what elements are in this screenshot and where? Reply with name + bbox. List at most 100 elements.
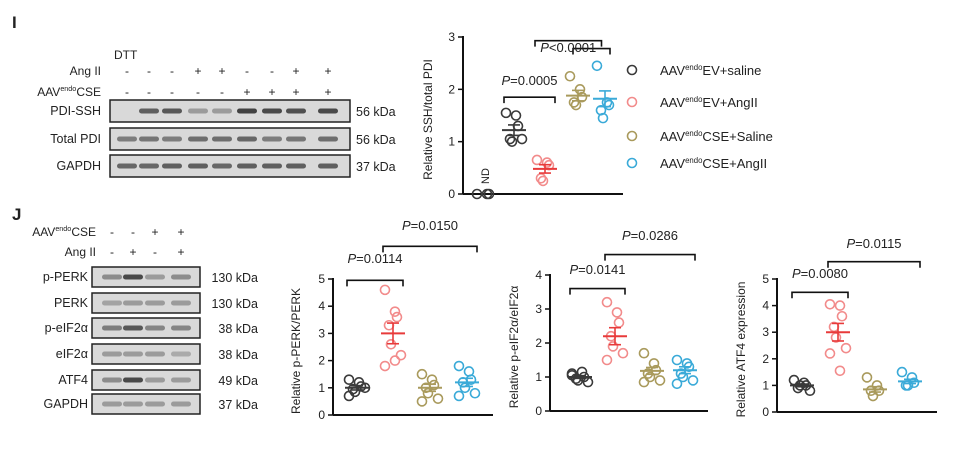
blot-band: [102, 300, 122, 306]
blot-band: [123, 274, 143, 280]
legend-label: AAVendoEV+AngII: [660, 95, 758, 110]
data-point: [426, 374, 438, 385]
blot-band: [171, 274, 191, 280]
p-value-annotation: P=0.0150: [402, 218, 458, 233]
blot-band: [212, 108, 232, 114]
blot-band: [188, 163, 208, 169]
y-tick-label: 4: [762, 299, 769, 313]
label-superscript: endo: [685, 156, 703, 165]
blot-band: [162, 163, 182, 169]
p-value-annotation: P<0.0001: [540, 40, 596, 55]
molecular-weight-label: 130 kDa: [211, 271, 258, 285]
blot-band: [139, 163, 159, 169]
data-point: [432, 393, 444, 404]
data-point: [644, 371, 656, 383]
blot-band: [171, 401, 191, 407]
p-symbol: P: [792, 266, 801, 281]
blot-band: [286, 163, 306, 169]
label-superscript: endo: [685, 63, 703, 72]
y-tick-label: 4: [318, 299, 325, 313]
blot-condition-label: AAVendoCSE: [37, 84, 101, 99]
p-value: =0.0286: [631, 228, 678, 243]
p-symbol: P: [569, 262, 578, 277]
label-prefix: AAV: [660, 156, 685, 171]
p-value-annotation: P=0.0115: [846, 236, 901, 251]
lane-sign: -: [153, 245, 157, 259]
significance-bracket: [791, 291, 849, 299]
lane-sign: -: [110, 245, 114, 259]
p-symbol: P: [402, 218, 411, 233]
data-point: [516, 133, 528, 145]
y-tick-label: 5: [762, 272, 769, 286]
label-prefix: AAV: [660, 129, 685, 144]
data-point: [504, 133, 516, 145]
label-superscript: endo: [685, 129, 703, 138]
data-point: [687, 375, 699, 386]
p-value: =0.0080: [801, 266, 848, 281]
data-point: [834, 365, 846, 377]
data-point: [512, 120, 524, 132]
data-point: [379, 360, 391, 372]
blot-band: [102, 377, 122, 383]
data-point: [500, 107, 512, 119]
lane-sign: -: [125, 85, 129, 99]
blot-row-label: Total PDI: [50, 132, 101, 146]
lane-sign: -: [147, 85, 151, 99]
label-prefix: AAV: [660, 63, 685, 78]
blot-band: [145, 351, 165, 357]
blot-row-label: PERK: [54, 296, 89, 310]
not-detected-label: ND: [480, 168, 492, 184]
data-point: [834, 300, 846, 311]
blot-band: [188, 136, 208, 142]
blot-band: [123, 377, 143, 383]
lane-sign: -: [220, 85, 224, 99]
lane-sign: +: [151, 225, 158, 239]
molecular-weight-label: 37 kDa: [218, 398, 258, 412]
blot-band: [212, 136, 232, 142]
blot-band: [145, 401, 165, 407]
blot-band: [145, 274, 165, 280]
blot-condition-label: AAVendoCSE: [32, 224, 96, 239]
p-value-annotation: P=0.0141: [569, 262, 625, 277]
data-point: [416, 368, 428, 380]
blot-band: [171, 325, 191, 331]
y-tick-label: 3: [535, 302, 542, 316]
data-point: [617, 347, 629, 359]
p-value-annotation: P=0.0080: [792, 266, 848, 281]
lane-sign: +: [218, 64, 225, 78]
y-axis-label: Relative ATF4 expression: [734, 282, 748, 418]
y-tick-label: 5: [318, 272, 325, 286]
y-tick-label: 1: [318, 381, 325, 395]
legend-label: AAVendoCSE+Saline: [660, 129, 773, 144]
legend-marker: [626, 130, 638, 142]
p-value: =0.0115: [855, 236, 901, 251]
blot-band: [139, 136, 159, 142]
lane-sign: +: [292, 85, 299, 99]
molecular-weight-label: 38 kDa: [218, 348, 258, 362]
p-value: =0.0005: [510, 73, 557, 88]
blot-row-label: GAPDH: [44, 397, 88, 411]
y-tick-label: 0: [762, 405, 769, 419]
lane-sign: -: [245, 64, 249, 78]
lane-sign: -: [110, 225, 114, 239]
p-symbol: P: [846, 236, 855, 251]
y-axis-label: Relative SSH/total PDI: [421, 59, 435, 180]
lane-sign: -: [196, 85, 200, 99]
blot-condition-label: Ang II: [65, 245, 96, 259]
data-point: [867, 390, 879, 402]
p-symbol: P: [347, 251, 356, 266]
data-point: [861, 372, 873, 383]
blot-band: [171, 300, 191, 306]
label-prefix: AAV: [32, 225, 55, 239]
legend-label: AAVendoCSE+AngII: [660, 156, 767, 171]
data-point: [824, 348, 836, 359]
lane-sign: +: [324, 85, 331, 99]
legend-marker: [626, 64, 638, 76]
blot-band: [102, 325, 122, 331]
molecular-weight-label: 49 kDa: [218, 374, 258, 388]
data-point: [601, 354, 613, 366]
data-point: [343, 390, 355, 402]
